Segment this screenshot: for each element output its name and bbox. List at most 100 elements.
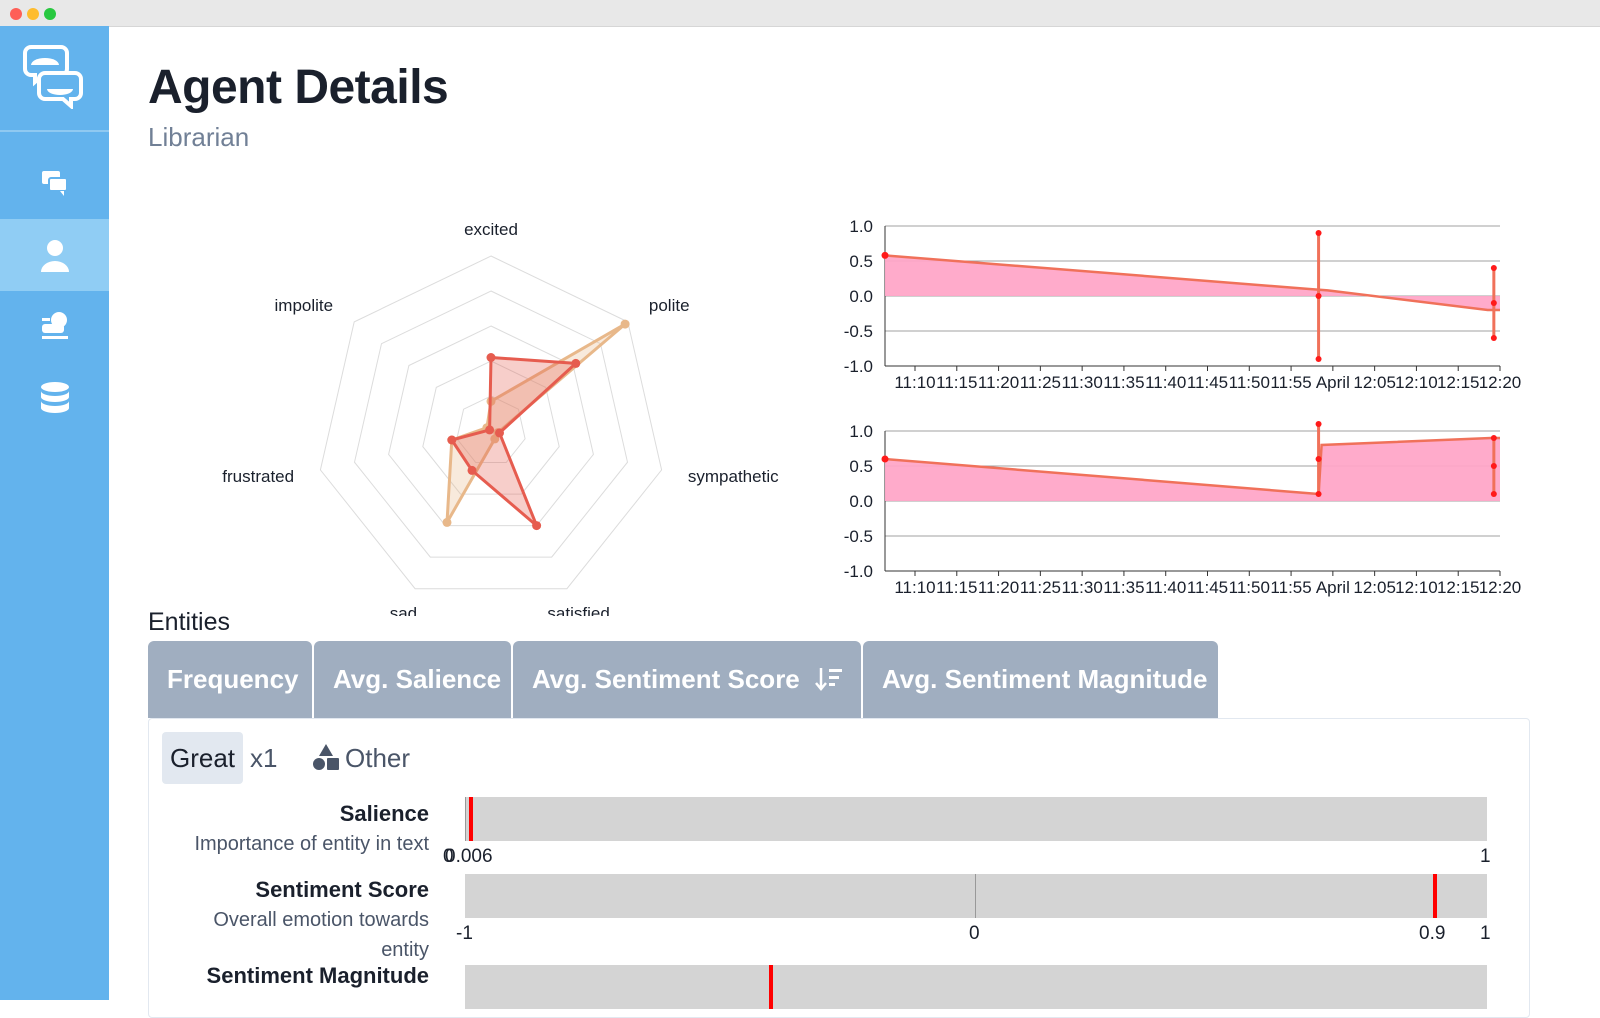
ts-x-tick-label: 11:15 <box>936 373 977 392</box>
radar-grid-ring <box>353 290 629 558</box>
ts-point <box>1315 456 1322 462</box>
sentiment-score-marker <box>1433 874 1437 918</box>
user-icon <box>41 240 69 272</box>
ts-point <box>1490 463 1497 469</box>
sidebar-item-database[interactable] <box>0 361 109 433</box>
ts-point <box>1315 230 1322 236</box>
ts-y-tick-label: 0.5 <box>849 252 873 271</box>
app-logo[interactable] <box>0 26 109 132</box>
trainer-icon <box>42 312 68 339</box>
ts-y-tick-label: -0.5 <box>844 322 873 341</box>
salience-axis-min: 0 <box>443 846 454 867</box>
ts-point <box>1490 491 1497 497</box>
entity-type-label: Other <box>345 743 411 773</box>
tab-avg-sentiment-magnitude[interactable]: Avg. Sentiment Magnitude <box>863 641 1218 718</box>
sentiment-score-axis-value: 0.9 <box>1419 923 1446 944</box>
radar-axis-label: frustrated <box>222 467 294 486</box>
window-close-button[interactable] <box>10 8 22 20</box>
sort-descending-icon <box>815 668 842 691</box>
sentiment-magnitude-bar <box>465 965 1487 1009</box>
radar-point <box>467 465 477 475</box>
ts-x-tick-label: 11:20 <box>978 578 1019 597</box>
window-zoom-button[interactable] <box>44 8 56 20</box>
sentiment-magnitude-label: Sentiment Magnitude <box>206 963 429 988</box>
ts-x-tick-label: 11:30 <box>1062 578 1103 597</box>
main-content: Agent Details Librarian excited polite sym… <box>148 26 1588 1018</box>
salience-label: Salience <box>339 801 429 826</box>
ts-x-tick-label: April <box>1316 373 1350 392</box>
ts-x-tick-label: 11:45 <box>1187 373 1228 392</box>
salience-marker <box>469 797 473 841</box>
sidebar-item-training[interactable] <box>0 290 109 362</box>
radar-point <box>486 353 496 362</box>
window-titlebar <box>0 0 1600 27</box>
ts-x-tick-label: 11:20 <box>978 373 1019 392</box>
ts-y-tick-label: -1.0 <box>844 562 873 581</box>
ts-x-tick-label: 11:25 <box>1020 578 1061 597</box>
radar-point <box>495 428 504 438</box>
ts-point <box>1490 265 1497 271</box>
ts-area <box>885 438 1500 501</box>
sidebar-item-conversations[interactable] <box>0 148 109 220</box>
emotion-radar-chart: excited polite sympathetic satisfied sad frus… <box>222 220 779 616</box>
sentiment-score-description: Overall emotion towards entity <box>213 909 429 961</box>
window-minimize-button[interactable] <box>27 8 39 20</box>
tab-label: Avg. Sentiment Magnitude <box>882 664 1208 694</box>
ts-y-tick-label: -0.5 <box>844 527 873 546</box>
tab-label: Avg. Salience <box>333 664 502 694</box>
ts-y-tick-label: 0.0 <box>849 287 873 306</box>
ts-y-tick-label: -1.0 <box>844 357 873 376</box>
ts-x-tick-label: 12:05 <box>1353 373 1396 392</box>
radar-point <box>571 358 581 368</box>
tab-avg-sentiment-score[interactable]: Avg. Sentiment Score <box>513 641 861 718</box>
ts-x-tick-label: 11:50 <box>1229 578 1270 597</box>
salience-bar <box>465 797 1487 841</box>
ts-x-tick-label: 11:35 <box>1103 373 1144 392</box>
ts-x-tick-label: 11:55 <box>1270 373 1311 392</box>
ts-y-tick-label: 1.0 <box>849 217 873 236</box>
chat-bubbles-logo-icon <box>23 45 83 109</box>
sidebar-item-agents[interactable] <box>0 219 109 291</box>
radar-series-area <box>445 322 627 524</box>
tab-frequency[interactable]: Frequency <box>148 641 312 718</box>
ts-line <box>884 254 1500 312</box>
radar-axis-label: impolite <box>275 296 334 315</box>
page-title: Agent Details <box>148 61 449 114</box>
ts-x-tick-label: 11:30 <box>1062 373 1103 392</box>
shapes-icon <box>313 744 339 770</box>
salience-axis-value: 0.006 <box>445 846 493 867</box>
ts-x-tick-label: 12:15 <box>1437 373 1480 392</box>
entity-name[interactable]: Great <box>162 732 244 784</box>
entities-heading: Entities <box>148 608 230 636</box>
tab-avg-salience[interactable]: Avg. Salience <box>314 641 511 718</box>
ts-point <box>1315 421 1322 427</box>
radar-grid-ring <box>319 255 663 590</box>
sentiment-score-axis-mid: 0 <box>969 923 980 944</box>
ts-y-tick-label: 0.0 <box>849 492 873 511</box>
ts-point <box>1490 335 1497 341</box>
ts-point <box>1490 435 1497 441</box>
ts-x-tick-label: 11:15 <box>936 578 977 597</box>
salience-axis-max: 1 <box>1480 846 1491 867</box>
salience-description: Importance of entity in text <box>194 833 429 855</box>
entity-count: x1 <box>250 743 278 773</box>
bar-tick <box>975 874 976 918</box>
radar-point <box>447 435 457 445</box>
ts-x-tick-label: 12:10 <box>1395 373 1438 392</box>
ts-point <box>1315 293 1322 299</box>
radar-axis-label: sad <box>390 604 417 616</box>
sentiment-score-axis-max: 1 <box>1480 923 1491 944</box>
radar-point <box>532 521 542 531</box>
radar-series-area <box>450 356 578 528</box>
ts-area <box>885 255 1500 310</box>
sidebar <box>0 26 109 1000</box>
radar-point <box>442 517 452 527</box>
ts-x-tick-label: 12:20 <box>1479 373 1522 392</box>
ts-y-tick-label: 0.5 <box>849 457 873 476</box>
sentiment-score-axis-min: -1 <box>456 923 473 944</box>
radar-axis-label: excited <box>464 220 518 239</box>
radar-point <box>485 425 495 435</box>
sentiment-magnitude-marker <box>769 965 773 1009</box>
radar-axis-label: sympathetic <box>688 467 779 486</box>
ts-point <box>881 251 889 259</box>
